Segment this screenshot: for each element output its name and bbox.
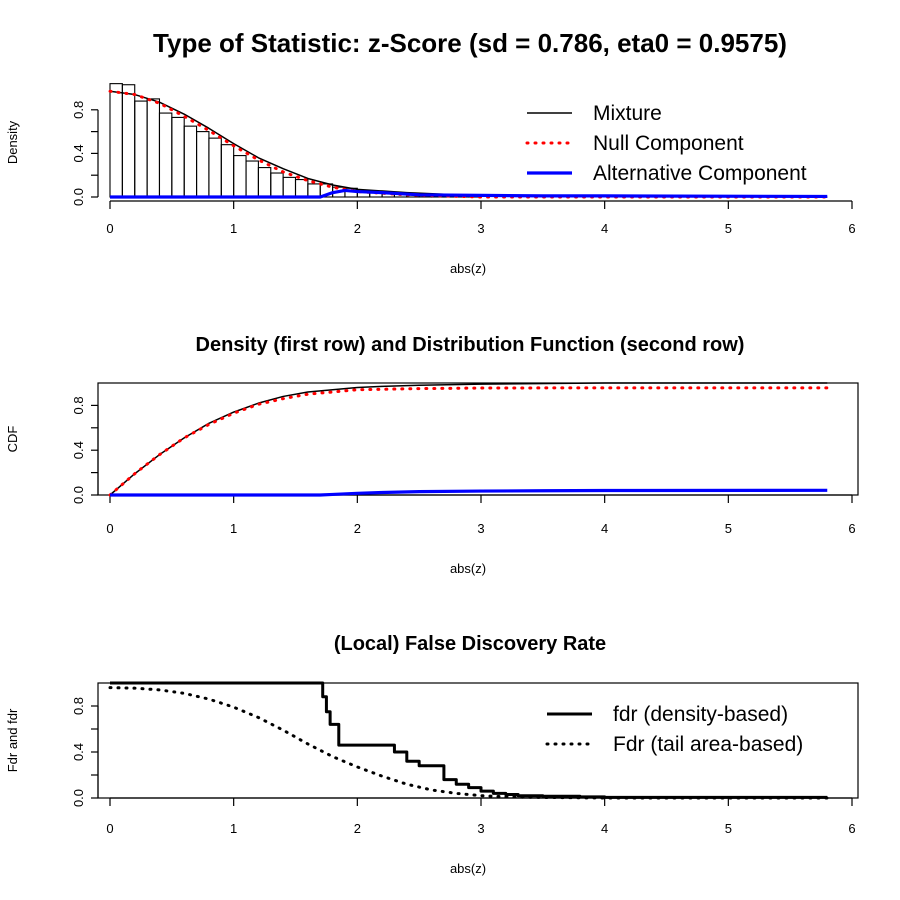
x-tick-label: 5 bbox=[725, 821, 732, 836]
legend-entry: Null Component bbox=[593, 132, 744, 155]
x-tick-label: 6 bbox=[848, 521, 855, 536]
panel-3: (Local) False Discovery Rate 0 1 2 3 4 5 6 abs(z… bbox=[5, 633, 859, 876]
histogram-bar bbox=[220, 144, 235, 198]
legend-entry: fdr (density-based) bbox=[613, 703, 788, 726]
chart-title: (Local) False Discovery Rate bbox=[334, 633, 606, 655]
legend-entry: Mixture bbox=[593, 102, 662, 125]
y-axis-label: Fdr and fdr bbox=[5, 708, 20, 772]
chart-title: Density (first row) and Distribution Fun… bbox=[196, 334, 745, 356]
x-tick-label: 5 bbox=[725, 521, 732, 536]
histogram-bar bbox=[158, 112, 173, 198]
x-tick-label: 3 bbox=[477, 221, 484, 236]
histogram-bar bbox=[294, 179, 309, 198]
y-tick-label: 0.8 bbox=[71, 697, 86, 715]
x-tick-label: 1 bbox=[230, 821, 237, 836]
series-line-null-component bbox=[108, 386, 829, 497]
histogram-bar bbox=[171, 116, 185, 198]
plot-frame bbox=[97, 382, 859, 496]
x-tick-label: 4 bbox=[601, 221, 608, 236]
x-axis-label: abs(z) bbox=[450, 261, 486, 276]
x-tick-label: 0 bbox=[106, 521, 113, 536]
histogram-bar bbox=[121, 84, 136, 198]
x-tick-label: 4 bbox=[601, 821, 608, 836]
histogram-bar bbox=[307, 183, 321, 198]
x-tick-label: 0 bbox=[106, 221, 113, 236]
x-tick-label: 3 bbox=[477, 821, 484, 836]
histogram-bar bbox=[270, 172, 284, 198]
x-tick-label: 2 bbox=[354, 521, 361, 536]
y-axis-label: Density bbox=[5, 120, 20, 164]
y-tick-label: 0.8 bbox=[71, 396, 86, 414]
y-tick-label: 0.4 bbox=[71, 144, 86, 162]
y-tick-label: 0.8 bbox=[71, 101, 86, 119]
series-line-mixture bbox=[109, 382, 828, 496]
x-tick-label: 6 bbox=[848, 221, 855, 236]
histogram-bar bbox=[208, 137, 222, 198]
x-axis-label: abs(z) bbox=[450, 561, 486, 576]
legend-entry: Alternative Component bbox=[593, 162, 807, 185]
histogram-bar bbox=[245, 160, 259, 198]
panel-1: Type of Statistic: z-Score (sd = 0.786, … bbox=[5, 28, 856, 276]
panel-2: Density (first row) and Distribution Fun… bbox=[5, 334, 859, 576]
x-tick-label: 2 bbox=[354, 821, 361, 836]
chart-title: Type of Statistic: z-Score (sd = 0.786, … bbox=[153, 28, 787, 58]
histogram-bar bbox=[233, 155, 247, 198]
y-tick-label: 0.4 bbox=[71, 743, 86, 761]
histogram-bar bbox=[134, 100, 148, 198]
x-tick-label: 4 bbox=[601, 521, 608, 536]
series-line-alternative-component bbox=[110, 488, 828, 497]
y-tick-label: 0.4 bbox=[71, 441, 86, 459]
series-line-alternative-component bbox=[110, 188, 828, 199]
x-axis-label: abs(z) bbox=[450, 861, 486, 876]
x-tick-label: 6 bbox=[848, 821, 855, 836]
histogram-bar bbox=[257, 167, 272, 198]
x-tick-label: 0 bbox=[106, 821, 113, 836]
x-tick-label: 1 bbox=[230, 221, 237, 236]
x-tick-label: 3 bbox=[477, 521, 484, 536]
x-tick-label: 2 bbox=[354, 221, 361, 236]
y-tick-label: 0.0 bbox=[71, 789, 86, 807]
x-tick-label: 5 bbox=[725, 221, 732, 236]
histogram-bar bbox=[146, 98, 161, 198]
histogram-bar bbox=[109, 83, 123, 198]
x-tick-label: 1 bbox=[230, 521, 237, 536]
histogram-bar bbox=[282, 176, 297, 198]
y-axis-label: CDF bbox=[5, 426, 20, 453]
y-tick-label: 0.0 bbox=[71, 188, 86, 206]
histogram-bar bbox=[183, 125, 198, 198]
series-line-fdr-density-based bbox=[110, 681, 828, 799]
y-tick-label: 0.0 bbox=[71, 486, 86, 504]
series-line-fdr-tail-area-based bbox=[108, 686, 829, 800]
histogram-bar bbox=[196, 131, 210, 198]
legend-entry: Fdr (tail area-based) bbox=[613, 733, 803, 756]
